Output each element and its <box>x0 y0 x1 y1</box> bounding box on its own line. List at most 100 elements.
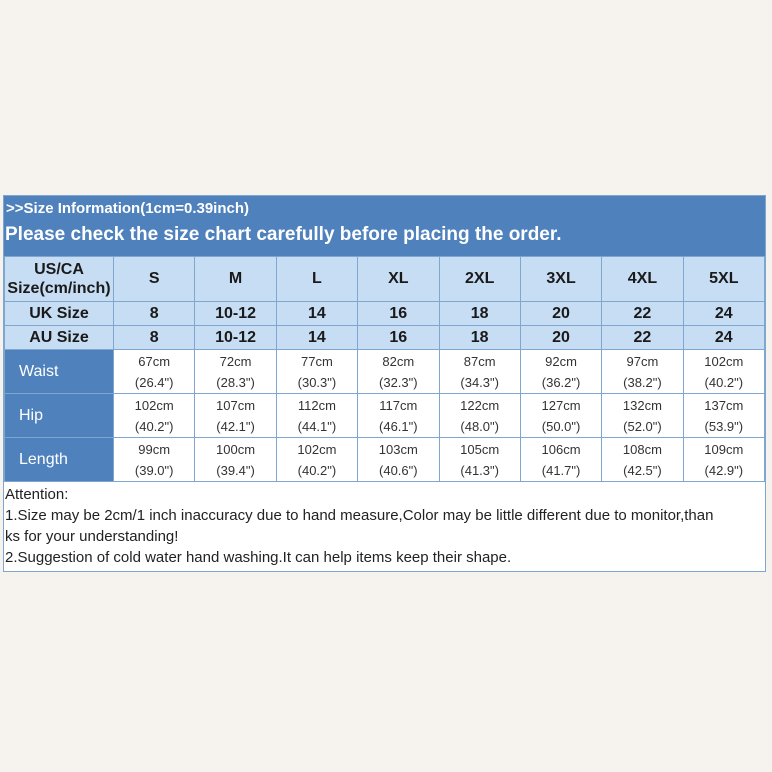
measurement-cm: 67cm <box>138 353 171 369</box>
uk-size-cell: 18 <box>438 301 521 326</box>
note-line-1: 1.Size may be 2cm/1 inch inaccuracy due … <box>5 507 714 524</box>
measurement-cell: 117cm (46.1") <box>357 393 440 438</box>
corner-label: US/CA Size(cm/inch) <box>4 256 114 302</box>
measurement-cell: 132cm (52.0") <box>601 393 684 438</box>
measurement-cm: 103cm <box>378 441 418 457</box>
size-header-cell: M <box>194 256 277 302</box>
measurement-cell: 106cm (41.7") <box>519 437 603 482</box>
size-header-cell: 4XL <box>601 256 684 302</box>
au-size-cell: 10-12 <box>194 325 277 350</box>
measurement-cm: 102cm <box>134 397 174 413</box>
measurement-cell: 112cm (44.1") <box>275 393 359 438</box>
measurement-inch: (26.4") <box>134 374 174 390</box>
measurement-row-length: Length 99cm (39.0") 100cm (39.4") 102cm (40.2"… <box>4 437 766 482</box>
uk-size-cell: 16 <box>357 301 440 326</box>
measurement-inch: (32.3") <box>379 374 418 390</box>
measurement-cm: 99cm <box>138 441 171 457</box>
size-header-cell: 3XL <box>519 256 603 302</box>
au-size-cell: 14 <box>275 325 359 350</box>
measurement-cm: 102cm <box>297 441 337 457</box>
measurement-cm: 102cm <box>704 353 744 369</box>
uk-size-cell: 22 <box>601 301 684 326</box>
measurement-inch: (34.3") <box>460 374 499 390</box>
size-header-cell: 2XL <box>438 256 521 302</box>
measurement-cm: 132cm <box>622 397 662 413</box>
measurement-cell: 105cm (41.3") <box>438 437 521 482</box>
uk-size-cell: 14 <box>275 301 359 326</box>
measurement-inch: (40.2") <box>704 374 744 390</box>
measurement-row-waist: Waist 67cm (26.4") 72cm (28.3") 77cm (30.3") 82… <box>4 349 766 394</box>
au-size-cell: 20 <box>519 325 603 350</box>
measurement-rows: Waist 67cm (26.4") 72cm (28.3") 77cm (30.3") 82… <box>4 349 766 482</box>
measurement-label: Length <box>4 437 114 482</box>
size-header-row: US/CA Size(cm/inch) S M L XL 2XL 3XL 4XL… <box>4 256 766 302</box>
measurement-inch: (40.2") <box>297 462 337 478</box>
measurement-row-hip: Hip 102cm (40.2") 107cm (42.1") 112cm (44.1") 1… <box>4 393 766 438</box>
note-line-1-continued: ks for your understanding! <box>5 528 179 545</box>
measurement-inch: (50.0") <box>541 418 581 434</box>
size-header-cell: L <box>275 256 359 302</box>
note-line-2: 2.Suggestion of cold water hand washing.… <box>5 549 512 566</box>
measurement-inch: (41.7") <box>541 462 581 478</box>
measurement-cell: 107cm (42.1") <box>194 393 277 438</box>
measurement-inch: (44.1") <box>297 418 337 434</box>
attention-notes: Attention: 1.Size may be 2cm/1 inch inac… <box>4 482 765 571</box>
measurement-cm: 137cm <box>704 397 744 413</box>
uk-size-cell: 20 <box>519 301 603 326</box>
notice-line: Please check the size chart carefully be… <box>5 224 562 245</box>
measurement-cell: 102cm (40.2") <box>275 437 359 482</box>
corner-label-line2: Size(cm/inch) <box>7 280 111 297</box>
measurement-cell: 77cm (30.3") <box>275 349 359 394</box>
measurement-inch: (39.0") <box>134 462 174 478</box>
uk-size-label: UK Size <box>4 301 114 326</box>
size-header-cell: 5XL <box>682 256 766 302</box>
uk-size-row: UK Size 8 10-12 14 16 18 20 22 24 <box>4 301 766 326</box>
measurement-cm: 117cm <box>379 397 418 413</box>
size-table: US/CA Size(cm/inch) S M L XL 2XL 3XL 4XL… <box>4 256 766 482</box>
measurement-cell: 92cm (36.2") <box>519 349 603 394</box>
chart-header: >>Size Information(1cm=0.39inch) Please … <box>4 196 765 256</box>
au-size-cell: 22 <box>601 325 684 350</box>
measurement-inch: (48.0") <box>460 418 499 434</box>
measurement-inch: (42.1") <box>216 418 255 434</box>
measurement-inch: (36.2") <box>541 374 581 390</box>
au-size-cell: 24 <box>682 325 766 350</box>
size-chart: >>Size Information(1cm=0.39inch) Please … <box>3 195 766 572</box>
attention-title: Attention: <box>5 486 69 503</box>
au-size-row: AU Size 8 10-12 14 16 18 20 22 24 <box>4 325 766 350</box>
measurement-cell: 67cm (26.4") <box>112 349 196 394</box>
measurement-cm: 77cm <box>301 353 333 369</box>
measurement-cell: 100cm (39.4") <box>194 437 277 482</box>
measurement-inch: (30.3") <box>297 374 337 390</box>
measurement-inch: (28.3") <box>216 374 255 390</box>
measurement-inch: (46.1") <box>379 418 418 434</box>
measurement-cell: 99cm (39.0") <box>112 437 196 482</box>
measurement-inch: (38.2") <box>623 374 662 390</box>
measurement-cm: 72cm <box>219 353 252 369</box>
uk-size-cell: 10-12 <box>194 301 277 326</box>
measurement-cell: 72cm (28.3") <box>194 349 277 394</box>
measurement-cell: 137cm (53.9") <box>682 393 766 438</box>
measurement-cell: 87cm (34.3") <box>438 349 521 394</box>
measurement-cell: 103cm (40.6") <box>357 437 440 482</box>
measurement-cm: 106cm <box>541 441 581 457</box>
measurement-cm: 87cm <box>463 353 496 369</box>
uk-size-cell: 24 <box>682 301 766 326</box>
measurement-cm: 109cm <box>704 441 744 457</box>
measurement-inch: (40.2") <box>134 418 174 434</box>
measurement-cm: 112cm <box>297 397 336 413</box>
corner-label-line1: US/CA <box>34 261 84 278</box>
measurement-inch: (40.6") <box>379 462 418 478</box>
au-size-cell: 18 <box>438 325 521 350</box>
au-size-cell: 8 <box>112 325 196 350</box>
measurement-cm: 127cm <box>541 397 581 413</box>
measurement-cell: 102cm (40.2") <box>682 349 766 394</box>
size-info-line: >>Size Information(1cm=0.39inch) <box>6 200 249 217</box>
measurement-cell: 108cm (42.5") <box>601 437 684 482</box>
measurement-inch: (42.5") <box>623 462 662 478</box>
size-header-cell: S <box>112 256 196 302</box>
measurement-cm: 108cm <box>622 441 662 457</box>
measurement-inch: (39.4") <box>216 462 255 478</box>
measurement-inch: (52.0") <box>623 418 662 434</box>
measurement-label: Waist <box>4 349 114 394</box>
